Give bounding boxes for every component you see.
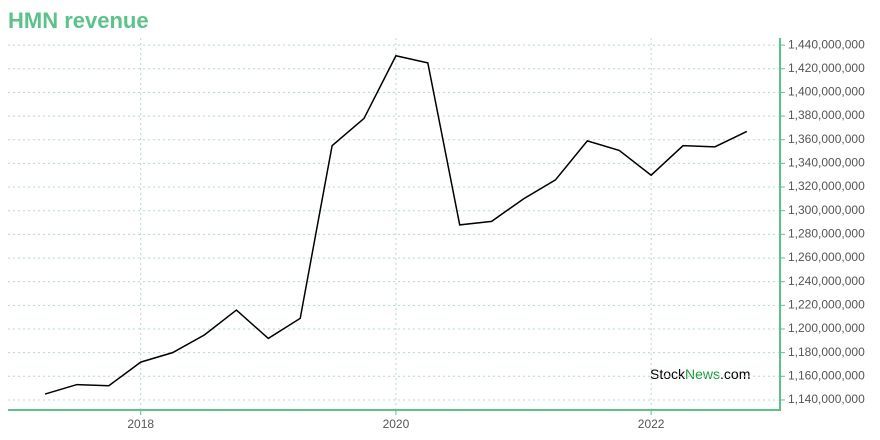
y-tick-label: 1,260,000,000: [788, 250, 865, 264]
x-tick-label: 2020: [383, 417, 410, 431]
line: [44, 54, 748, 395]
watermark-part: News: [685, 366, 720, 382]
y-tick-label: 1,160,000,000: [788, 368, 865, 382]
x-tick-label: 2022: [638, 417, 665, 431]
watermark-part: .com: [720, 366, 750, 382]
y-tick-label: 1,420,000,000: [788, 61, 865, 75]
y-tick-label: 1,180,000,000: [788, 345, 865, 359]
y-tick-label: 1,200,000,000: [788, 321, 865, 335]
y-tick-label: 1,380,000,000: [788, 108, 865, 122]
y-tick-label: 1,300,000,000: [788, 203, 865, 217]
watermark: StockNews.com: [650, 366, 750, 382]
chart-title: HMN revenue: [8, 8, 149, 33]
x-tick-label: 2018: [127, 417, 154, 431]
y-tick-label: 1,140,000,000: [788, 392, 865, 406]
y-tick-label: 1,340,000,000: [788, 156, 865, 170]
y-tick-label: 1,400,000,000: [788, 85, 865, 99]
y-tick-label: 1,320,000,000: [788, 179, 865, 193]
y-tick-label: 1,280,000,000: [788, 227, 865, 241]
watermark-part: Stock: [650, 366, 686, 382]
y-tick-label: 1,220,000,000: [788, 297, 865, 311]
y-tick-label: 1,240,000,000: [788, 274, 865, 288]
y-tick-label: 1,440,000,000: [788, 37, 865, 51]
y-tick-label: 1,360,000,000: [788, 132, 865, 146]
